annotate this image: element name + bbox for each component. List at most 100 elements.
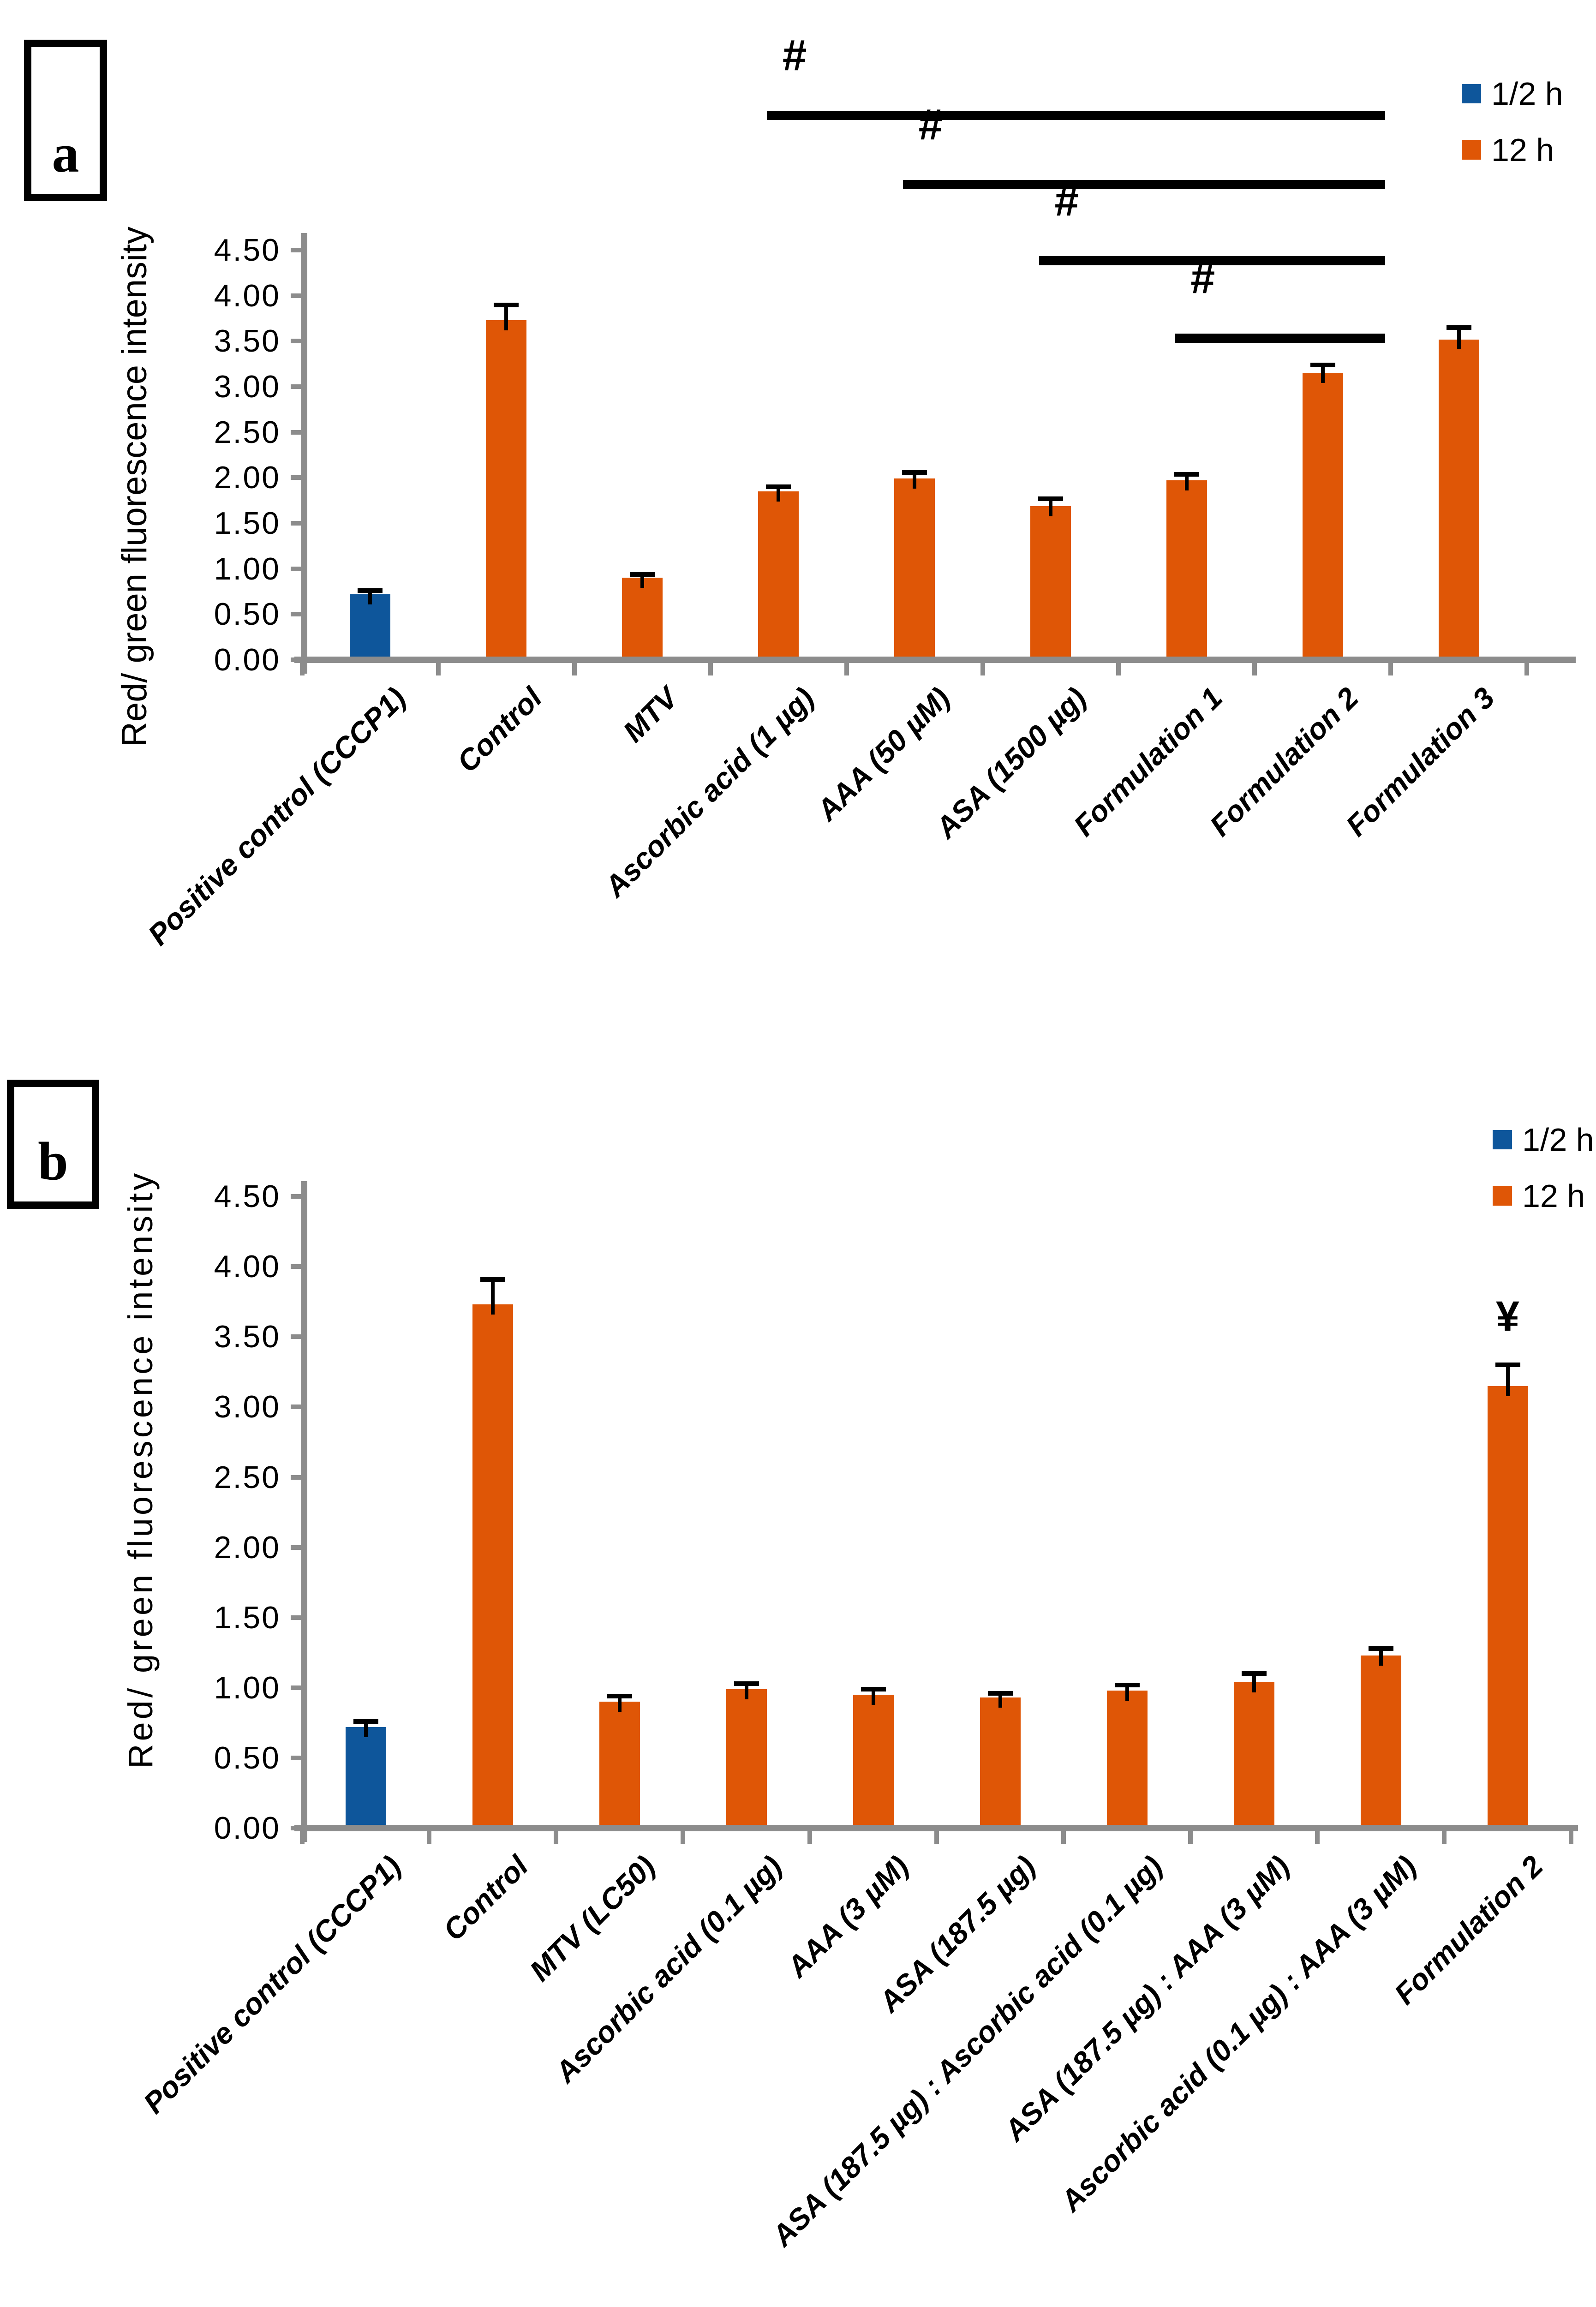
- category-tick-mark: [436, 663, 441, 675]
- error-bar-stem: [490, 1279, 495, 1315]
- error-bar-stem: [1125, 1685, 1129, 1701]
- category-tick-mark: [708, 663, 713, 675]
- error-bar-cap: [630, 572, 655, 577]
- category-tick-mark: [1388, 663, 1393, 675]
- error-bar-cap: [987, 1691, 1013, 1696]
- error-bar-cap: [353, 1719, 378, 1724]
- y-tick-mark: [291, 339, 303, 344]
- y-tick-label: 2.00: [214, 460, 281, 496]
- x-category-label: Formulation 2: [1388, 1849, 1550, 2011]
- bar: [1166, 480, 1207, 660]
- category-tick-mark: [1524, 663, 1530, 675]
- legend-item-half-hour: 1/2 h: [1462, 78, 1563, 110]
- y-tick-label: 2.00: [214, 1530, 281, 1565]
- y-axis-line: [301, 1181, 307, 1842]
- y-tick-label: 2.50: [214, 1459, 281, 1495]
- panel-a-letter: a: [52, 123, 79, 184]
- error-bar-cap: [1446, 325, 1471, 330]
- error-bar-cap: [358, 588, 383, 593]
- error-bar-cap: [1310, 362, 1335, 367]
- error-bar-cap: [1038, 496, 1063, 501]
- category-tick-mark: [807, 1831, 812, 1844]
- error-bar-stem: [364, 1721, 368, 1737]
- error-bar-stem: [744, 1683, 748, 1699]
- legend-swatch-half-hour: [1493, 1130, 1512, 1149]
- y-tick-mark: [291, 521, 303, 526]
- y-tick-label: 4.50: [214, 1179, 281, 1214]
- y-tick-label: 2.50: [214, 414, 281, 450]
- significance-line: [1039, 256, 1385, 265]
- category-tick-mark: [934, 1831, 939, 1844]
- x-category-label: Formulation 3: [1339, 681, 1501, 843]
- legend-item-twelve-hour: 12 h: [1493, 1180, 1594, 1212]
- error-bar-stem: [640, 574, 645, 588]
- y-tick-mark: [291, 1334, 303, 1339]
- error-bar-stem: [1184, 474, 1189, 491]
- significance-symbol: #: [1054, 176, 1079, 225]
- category-tick-mark: [1188, 1831, 1193, 1844]
- y-tick-label: 4.50: [214, 233, 281, 268]
- yen-annotation: ¥: [1495, 1293, 1520, 1340]
- significance-line: [767, 111, 1385, 120]
- bar: [1233, 1682, 1274, 1828]
- error-bar-cap: [1495, 1363, 1520, 1368]
- legend-label-half-hour: 1/2 h: [1522, 1122, 1594, 1158]
- legend-swatch-twelve-hour: [1493, 1186, 1512, 1206]
- y-tick-mark: [291, 612, 303, 617]
- significance-line: [903, 180, 1385, 189]
- error-bar-stem: [1252, 1673, 1256, 1692]
- error-bar-cap: [1174, 472, 1199, 477]
- x-axis-line: [294, 657, 1576, 663]
- y-tick-mark: [291, 566, 303, 571]
- y-tick-label: 0.00: [214, 1811, 281, 1846]
- bar: [599, 1702, 640, 1828]
- bar: [1438, 339, 1479, 660]
- error-bar-stem: [1457, 327, 1461, 350]
- y-tick-label: 3.50: [214, 1319, 281, 1355]
- bar: [980, 1697, 1021, 1828]
- panel-b-legend: 1/2 h 12 h: [1493, 1124, 1594, 1236]
- error-bar-stem: [1379, 1648, 1383, 1666]
- bar: [486, 320, 527, 660]
- error-bar-stem: [777, 487, 781, 502]
- y-tick-label: 3.50: [214, 323, 281, 359]
- bar: [1487, 1386, 1528, 1828]
- legend-label-twelve-hour: 12 h: [1522, 1178, 1585, 1214]
- category-tick-mark: [681, 1831, 685, 1844]
- bar: [350, 594, 391, 660]
- category-tick-mark: [572, 663, 577, 675]
- bar: [853, 1695, 894, 1828]
- category-tick-mark: [1442, 1831, 1447, 1844]
- y-tick-label: 1.50: [214, 506, 281, 541]
- panel-a-label-box: a: [24, 40, 107, 201]
- error-bar-cap: [1114, 1682, 1140, 1687]
- y-tick-label: 4.00: [214, 1249, 281, 1285]
- y-tick-label: 0.50: [214, 597, 281, 632]
- legend-swatch-half-hour: [1462, 84, 1481, 103]
- x-category-label: Positive control (CCCP1): [141, 681, 412, 952]
- bar: [472, 1304, 513, 1828]
- category-tick-mark: [1315, 1831, 1320, 1844]
- y-tick-mark: [291, 293, 303, 298]
- x-category-anchor: Formulation 3: [1283, 681, 1500, 843]
- error-bar-stem: [998, 1693, 1002, 1708]
- x-category-label: Ascorbic acid (0.1 µg): [548, 1849, 789, 2089]
- y-tick-label: 1.50: [214, 1600, 281, 1635]
- category-tick-mark: [1116, 663, 1121, 675]
- y-tick-mark: [291, 1685, 303, 1690]
- error-bar-stem: [913, 472, 917, 489]
- y-tick-label: 1.00: [214, 551, 281, 586]
- y-tick-mark: [291, 1755, 303, 1760]
- error-bar-cap: [861, 1686, 886, 1691]
- y-tick-mark: [291, 1475, 303, 1480]
- significance-symbol: #: [1190, 254, 1215, 303]
- y-tick-mark: [291, 384, 303, 389]
- legend-item-twelve-hour: 12 h: [1462, 134, 1563, 166]
- y-tick-label: 4.00: [214, 278, 281, 313]
- y-tick-label: 0.50: [214, 1740, 281, 1775]
- y-tick-mark: [291, 1615, 303, 1620]
- x-category-anchor: Ascorbic acid (0.1 µg) : AAA (3 µM): [912, 1849, 1423, 2218]
- error-bar-cap: [480, 1277, 505, 1282]
- y-tick-mark: [291, 1264, 303, 1269]
